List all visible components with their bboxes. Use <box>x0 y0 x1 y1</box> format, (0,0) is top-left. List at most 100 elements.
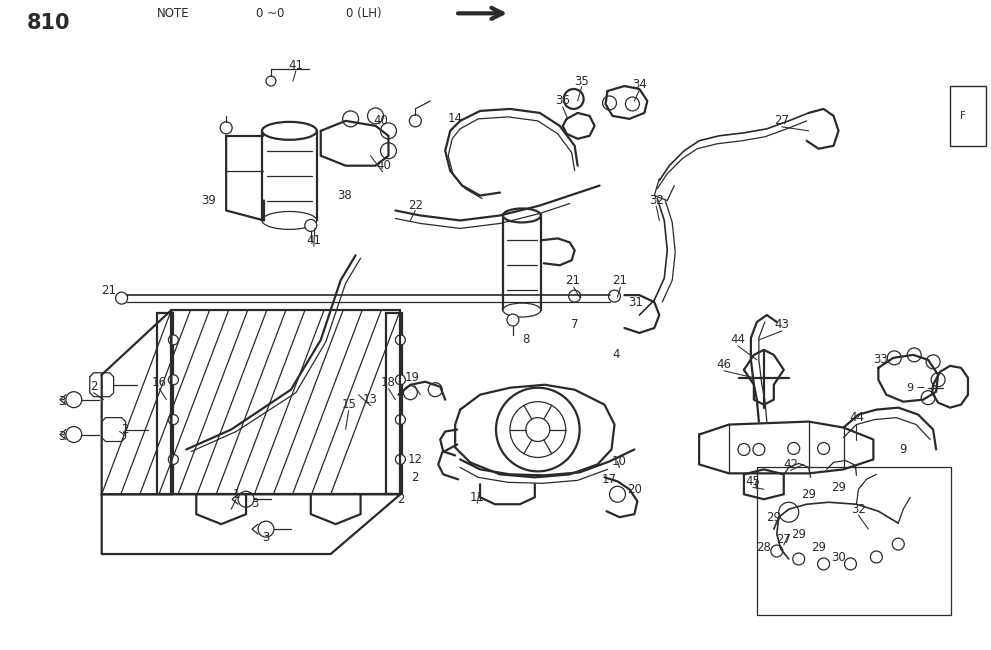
Text: 3: 3 <box>263 530 270 543</box>
Circle shape <box>368 108 384 124</box>
Circle shape <box>428 383 442 396</box>
Text: 4: 4 <box>612 348 620 361</box>
Text: 3: 3 <box>58 430 65 443</box>
Text: 0 ~0: 0 ~0 <box>256 7 284 20</box>
Text: 32: 32 <box>649 194 664 207</box>
Text: 810: 810 <box>27 13 70 33</box>
Text: 35: 35 <box>574 75 589 88</box>
Circle shape <box>569 290 581 302</box>
Circle shape <box>116 292 128 304</box>
Text: 2: 2 <box>121 423 129 436</box>
Circle shape <box>844 558 856 570</box>
Circle shape <box>403 385 417 400</box>
Text: 40: 40 <box>376 159 390 172</box>
Circle shape <box>922 391 936 405</box>
Circle shape <box>609 486 625 502</box>
Text: 33: 33 <box>873 354 888 367</box>
Circle shape <box>266 76 275 86</box>
Text: 45: 45 <box>745 475 760 488</box>
Circle shape <box>395 454 405 464</box>
Text: 2: 2 <box>411 471 419 484</box>
Circle shape <box>564 89 584 109</box>
Text: 13: 13 <box>363 393 378 406</box>
Circle shape <box>258 521 274 537</box>
Circle shape <box>788 443 800 454</box>
Text: 27: 27 <box>774 114 789 127</box>
Text: 44: 44 <box>730 333 745 346</box>
Text: 22: 22 <box>408 199 423 212</box>
Circle shape <box>65 426 82 443</box>
Text: 9: 9 <box>900 443 907 456</box>
Circle shape <box>395 375 405 385</box>
Circle shape <box>771 545 783 557</box>
Circle shape <box>887 351 901 365</box>
Text: 11: 11 <box>470 491 485 504</box>
Text: 7: 7 <box>571 318 579 332</box>
Circle shape <box>932 373 945 387</box>
Bar <box>386 313 402 494</box>
Text: F: F <box>960 111 965 121</box>
Bar <box>503 215 541 310</box>
Circle shape <box>381 123 396 139</box>
Circle shape <box>927 355 940 369</box>
Text: 2: 2 <box>396 493 404 506</box>
Text: 29: 29 <box>801 488 817 500</box>
Circle shape <box>381 143 396 159</box>
Text: 27: 27 <box>776 532 791 545</box>
Text: NOTE: NOTE <box>157 7 189 20</box>
Circle shape <box>818 558 829 570</box>
Text: 43: 43 <box>774 318 789 332</box>
Text: 3: 3 <box>252 497 259 510</box>
Text: 46: 46 <box>716 358 731 371</box>
Text: 18: 18 <box>381 376 395 389</box>
Text: 29: 29 <box>811 541 826 554</box>
Text: 34: 34 <box>632 77 647 90</box>
Circle shape <box>892 538 904 550</box>
Text: 21: 21 <box>612 274 627 287</box>
Text: 3: 3 <box>58 395 65 408</box>
Circle shape <box>603 96 616 110</box>
Circle shape <box>238 491 254 507</box>
Text: 29: 29 <box>766 511 781 524</box>
Text: 15: 15 <box>341 398 356 411</box>
Text: 0 (LH): 0 (LH) <box>346 7 382 20</box>
Bar <box>158 313 173 494</box>
Circle shape <box>818 443 829 454</box>
Circle shape <box>496 388 580 471</box>
Text: 2: 2 <box>90 380 97 393</box>
Circle shape <box>343 111 359 127</box>
Text: 10: 10 <box>612 455 627 468</box>
Circle shape <box>907 348 922 362</box>
Text: 19: 19 <box>405 371 420 384</box>
Ellipse shape <box>262 122 317 140</box>
Circle shape <box>870 551 882 563</box>
Ellipse shape <box>503 209 541 222</box>
Circle shape <box>625 97 639 111</box>
Text: 40: 40 <box>373 114 387 127</box>
Text: 1: 1 <box>232 488 240 500</box>
Circle shape <box>526 417 550 441</box>
Text: 9 ─: 9 ─ <box>907 383 925 393</box>
Text: 29: 29 <box>831 481 846 494</box>
Text: 8: 8 <box>522 333 529 346</box>
Circle shape <box>395 335 405 345</box>
Circle shape <box>409 115 421 127</box>
Text: 44: 44 <box>849 411 864 424</box>
Text: 31: 31 <box>628 296 643 309</box>
Text: 42: 42 <box>783 458 798 471</box>
Ellipse shape <box>503 303 541 317</box>
Circle shape <box>220 122 232 134</box>
Text: 38: 38 <box>337 189 352 202</box>
Circle shape <box>608 290 620 302</box>
Ellipse shape <box>262 211 317 229</box>
Text: 28: 28 <box>756 541 771 554</box>
Text: 30: 30 <box>831 551 846 564</box>
Text: 20: 20 <box>627 483 642 496</box>
Circle shape <box>779 502 799 522</box>
Circle shape <box>168 454 178 464</box>
Text: 41: 41 <box>288 58 303 72</box>
Circle shape <box>305 220 317 231</box>
Circle shape <box>738 443 750 456</box>
Circle shape <box>65 392 82 408</box>
Circle shape <box>395 415 405 424</box>
